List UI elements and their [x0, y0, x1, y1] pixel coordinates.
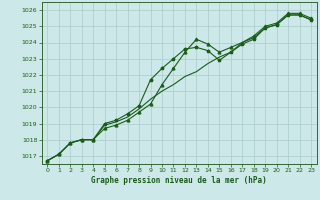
X-axis label: Graphe pression niveau de la mer (hPa): Graphe pression niveau de la mer (hPa): [91, 176, 267, 185]
